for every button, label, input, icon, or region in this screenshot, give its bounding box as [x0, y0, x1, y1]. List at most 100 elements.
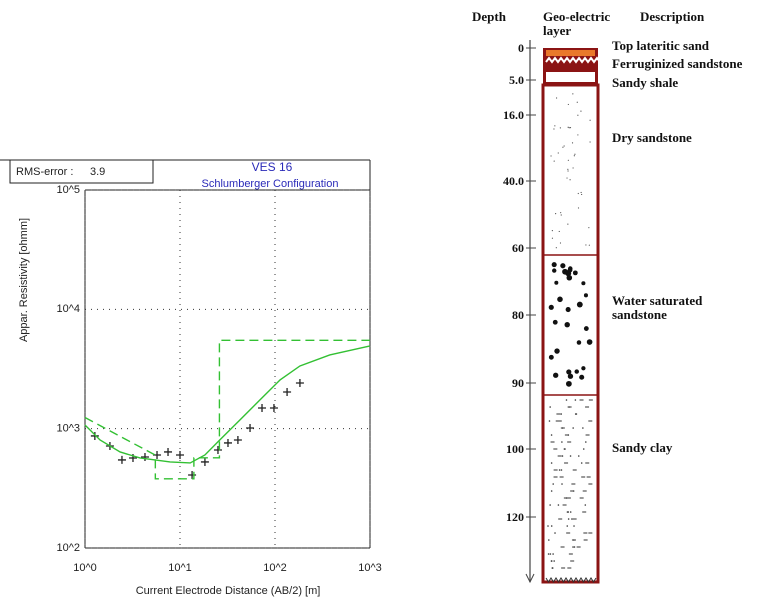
water-sand-dot	[554, 280, 559, 285]
depth-label: 40.0	[503, 174, 524, 188]
sand-dot	[562, 146, 564, 148]
clay-dot	[573, 539, 575, 541]
clay-dot	[550, 525, 553, 527]
clay-dot	[577, 455, 580, 457]
sand-dot	[588, 244, 590, 246]
sand-dot	[566, 177, 568, 179]
data-point	[90, 431, 99, 440]
clay-dot	[550, 490, 553, 492]
data-point	[200, 457, 209, 466]
chart-title: VES 16	[252, 160, 293, 174]
sand-dot	[589, 141, 591, 143]
clay-dot	[552, 483, 555, 485]
clay-dot	[547, 553, 550, 555]
water-sand-dot	[565, 306, 571, 313]
clay-dot	[569, 511, 572, 513]
water-sand-dot	[554, 348, 560, 354]
sand-dot	[568, 127, 570, 129]
water-sand-dot	[560, 263, 566, 269]
sand-dot	[589, 119, 591, 121]
clay-dot	[569, 455, 572, 457]
clay-dot	[548, 420, 551, 422]
sand-dot	[563, 145, 565, 147]
clay-dot	[584, 504, 587, 506]
sand-dot	[559, 242, 562, 244]
sand-dot	[567, 103, 569, 106]
clay-dot	[585, 441, 587, 443]
water-sand-dot	[566, 369, 572, 375]
clay-dot	[582, 448, 585, 450]
water-sand-dot	[551, 262, 557, 268]
y-axis-label: Appar. Resistivity [ohmm]	[18, 218, 30, 342]
sand-dot	[574, 153, 576, 155]
water-sand-dot	[581, 366, 586, 371]
clay-dot	[571, 518, 573, 520]
clay-dot	[573, 525, 575, 527]
clay-dot	[572, 490, 575, 492]
data-point	[176, 450, 184, 459]
sand-dot	[557, 152, 559, 154]
depth-label: 120	[506, 510, 524, 524]
clay-dot	[575, 413, 578, 415]
sand-dot	[551, 230, 553, 232]
depth-label: 60	[512, 241, 524, 255]
clay-dot	[560, 469, 563, 471]
sand-dot	[581, 193, 583, 196]
sand-dot	[580, 191, 582, 194]
sand-dot	[577, 134, 579, 136]
clay-dot	[561, 441, 563, 443]
clay-dot	[549, 553, 552, 555]
sand-dot	[576, 101, 578, 103]
header-description: Description	[640, 9, 705, 24]
depth-label: 80	[512, 308, 524, 322]
clay-dot	[565, 399, 568, 401]
clay-dot	[554, 532, 556, 534]
water-sand-dot	[565, 380, 572, 387]
sand-dot	[553, 128, 555, 130]
sand-dot	[580, 110, 582, 112]
clay-dot	[551, 567, 554, 569]
data-point	[258, 404, 267, 412]
sand-dot	[550, 155, 552, 157]
depth-label: 16.0	[503, 108, 524, 122]
x-tick-label: 10^3	[358, 562, 382, 574]
y-tick-label: 10^5	[56, 184, 80, 196]
water-sand-dot	[579, 374, 585, 380]
data-point	[283, 387, 292, 396]
fitted-curve	[84, 345, 371, 464]
y-tick-label: 10^2	[56, 542, 80, 554]
clay-dot	[560, 413, 563, 415]
water-sand-dot	[552, 268, 557, 273]
clay-dot	[574, 399, 577, 401]
model-line	[84, 339, 370, 480]
depth-label: 0	[518, 41, 524, 55]
water-sand-dot	[548, 304, 554, 310]
data-point	[269, 404, 278, 412]
sandy-shale	[546, 72, 595, 82]
layer-description: Water saturated sandstone	[612, 293, 703, 322]
sand-dot	[559, 127, 561, 129]
column-base	[545, 577, 597, 583]
sand-dot	[567, 223, 569, 225]
header-depth: Depth	[472, 9, 506, 24]
water-sand-dot	[566, 274, 573, 281]
sand-dot	[572, 93, 574, 95]
sand-dot	[551, 237, 554, 239]
clay-dot	[550, 462, 553, 464]
chart-subtitle: Schlumberger Configuration	[202, 178, 339, 190]
clay-dot	[580, 462, 583, 464]
column-body	[541, 83, 600, 584]
sand-dot	[585, 244, 587, 246]
sand-dot	[567, 170, 569, 172]
water-sand-dot	[553, 372, 559, 378]
sand-dot	[560, 212, 562, 214]
clay-dot	[547, 525, 549, 527]
sand-dot	[555, 97, 558, 99]
clay-dot	[552, 553, 554, 555]
depth-label: 90	[512, 376, 524, 390]
data-point	[233, 435, 242, 444]
sand-dot	[588, 227, 590, 229]
sand-dot	[567, 126, 569, 128]
clay-dot	[549, 504, 551, 506]
